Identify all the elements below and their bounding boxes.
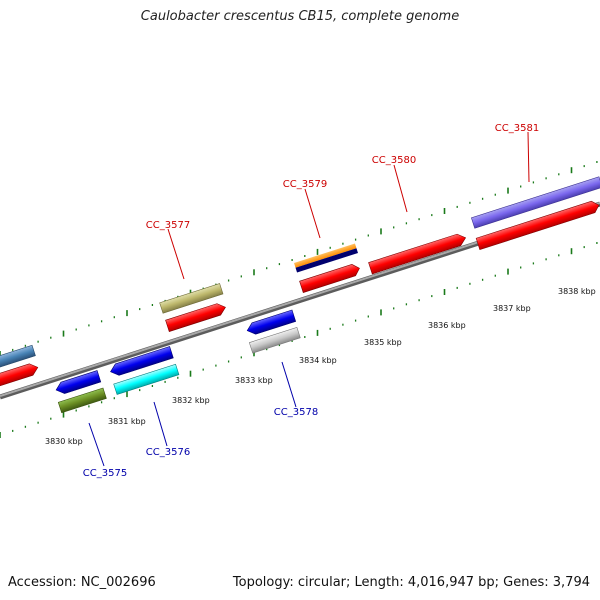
gene-cc3581-arrow[interactable] [475, 199, 600, 251]
gene-label-cc3579[interactable]: CC_3579 [283, 179, 327, 190]
gene-label-cc3580[interactable]: CC_3580 [372, 155, 416, 166]
topology-summary: Topology: circular; Length: 4,016,947 bp… [232, 575, 590, 590]
scale-label-3830: 3830 kbp [45, 437, 83, 446]
gene-label-cc3577[interactable]: CC_3577 [146, 220, 190, 231]
scale-label-3836: 3836 kbp [428, 321, 466, 330]
scale-label-3832: 3832 kbp [172, 396, 210, 405]
gene-cc3575-arrow[interactable] [54, 370, 102, 396]
gene-cc3579-cog-bar [294, 243, 358, 273]
gene-cc3581-cog-bar [470, 176, 600, 229]
accession-label: Accession: NC_002696 [8, 575, 156, 590]
gene-label-cc3578[interactable]: CC_3578 [274, 407, 318, 418]
gene-cc3579-arrow[interactable] [299, 263, 362, 293]
scale-label-3835: 3835 kbp [364, 338, 402, 347]
scale-label-3837: 3837 kbp [493, 304, 531, 313]
gene-cc3578-cog-bar [248, 326, 301, 354]
inner-scale-track [0, 242, 598, 438]
scale-label-3831: 3831 kbp [108, 417, 146, 426]
gene-label-cc3576[interactable]: CC_3576 [146, 447, 190, 458]
outer-scale-track [0, 161, 598, 357]
scale-label-3838: 3838 kbp [558, 287, 596, 296]
scale-labels: 3830 kbp 3831 kbp 3832 kbp 3833 kbp 3834… [45, 287, 596, 446]
gene-labels: CC_3581 CC_3580 CC_3579 CC_3577 CC_3578 … [83, 123, 539, 479]
gene-cc3576-arrow[interactable] [109, 346, 174, 378]
gene-cc3577-cog-bar [159, 283, 224, 314]
gene-label-cc3581[interactable]: CC_3581 [495, 123, 539, 134]
gene-cc3580-arrow[interactable] [368, 232, 468, 275]
gene-left-edge-arrow[interactable] [0, 362, 40, 392]
gene-label-leaders [88, 131, 530, 467]
map-title: Caulobacter crescentus CB15, complete ge… [140, 9, 460, 24]
gene-left-edge-cog-bar [0, 344, 36, 373]
gene-cc3576-cog-bar [113, 363, 180, 395]
scale-label-3834: 3834 kbp [299, 356, 337, 365]
gene-cc3578-arrow[interactable] [245, 309, 297, 336]
gene-label-cc3575[interactable]: CC_3575 [83, 468, 127, 479]
gene-cc3577-arrow[interactable] [165, 302, 228, 332]
gene-cc3575-cog-bar [57, 387, 107, 414]
scale-label-3833: 3833 kbp [235, 376, 273, 385]
